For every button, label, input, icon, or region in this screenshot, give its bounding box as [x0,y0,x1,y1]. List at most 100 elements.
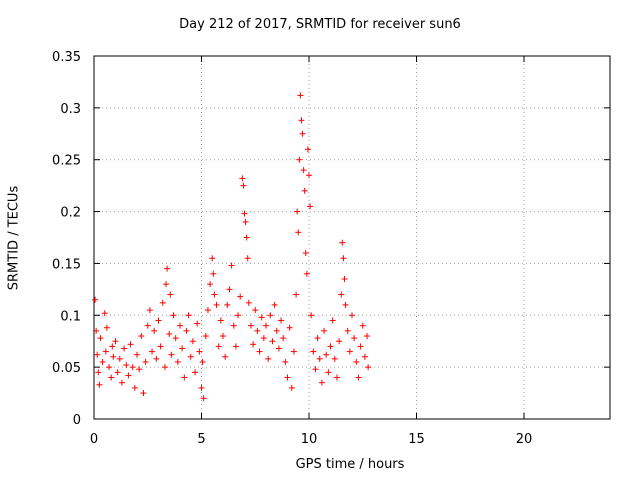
data-point [131,384,138,391]
data-point [215,343,222,350]
data-point [164,265,171,272]
data-point [265,355,272,362]
data-point [294,208,301,215]
data-point [110,353,117,360]
data-point [163,281,170,288]
data-point [207,281,214,288]
x-tick-label: 10 [301,432,318,447]
data-point [226,286,233,293]
data-point [149,348,156,355]
data-point [256,348,263,355]
data-point [185,312,192,319]
data-point [134,351,140,358]
data-point [192,369,199,376]
data-point [168,351,175,358]
data-point [353,358,360,365]
data-point [95,369,102,376]
data-point [318,379,325,386]
data-point [151,327,158,334]
axes [93,55,611,420]
y-tick-label: 0.3 [60,102,81,117]
data-point [252,307,259,314]
data-point [282,358,289,365]
data-point [112,338,119,345]
data-point [273,327,280,334]
data-point [295,229,302,236]
data-point [341,275,348,282]
data-point [220,333,226,340]
data-point [189,338,196,345]
data-point [286,324,293,331]
data-point [351,335,358,342]
data-point [106,364,113,371]
data-point [96,381,103,388]
data-point [157,343,164,350]
data-point [125,372,132,379]
data-point [123,362,130,369]
data-point [300,167,307,174]
data-point [101,310,108,317]
data-point [138,333,145,340]
data-point [297,92,304,99]
data-point [359,322,366,329]
data-point [183,327,190,334]
tick-labels: 0 5 10 15 20 0 0.05 0.1 0.15 0.2 0.25 0.3 0.35 [52,50,532,447]
data-point [260,335,267,342]
data-point [240,182,247,189]
data-point [316,355,323,362]
data-point [344,327,351,334]
data-point [116,355,123,362]
data-point [293,291,300,298]
data-point [340,255,347,262]
x-tick-label: 5 [197,432,205,447]
data-point [339,239,346,246]
data-point [245,299,252,306]
data-point [365,364,372,371]
data-point [217,317,224,324]
data-point [325,369,332,376]
data-point [336,338,343,345]
data-point [308,312,315,319]
data-point [239,175,246,182]
x-tick-label: 0 [90,432,98,447]
data-point [204,307,211,314]
plot-frame [93,55,611,420]
data-point [237,293,244,300]
data-point [167,291,174,298]
data-point [228,262,235,269]
data-point [280,335,287,342]
data-point [235,312,242,319]
grid-lines [94,56,610,419]
data-point [258,314,265,321]
data-point [364,333,371,340]
data-point [213,301,220,308]
data-point [321,327,328,334]
data-point [179,345,186,352]
data-point [174,358,181,365]
data-point [92,296,99,303]
data-point [202,333,209,340]
data-point [170,312,177,319]
data-point [304,146,311,153]
data-point [222,353,229,360]
data-point [210,270,217,277]
data-point [288,384,295,391]
data-point [153,355,160,362]
y-tick-label: 0.2 [60,206,81,221]
data-point [177,322,183,329]
data-point [243,234,250,241]
data-point [301,187,308,194]
data-point [242,218,249,225]
data-point [302,250,309,257]
data-point [290,348,297,355]
data-point [346,348,353,355]
y-tick-label: 0.15 [52,257,81,272]
data-point [93,327,100,334]
data-point [361,353,368,360]
y-tick-label: 0.1 [60,309,81,324]
data-point [232,343,239,350]
data-point [224,301,231,308]
x-axis-label: GPS time / hours [295,457,405,472]
data-point [307,203,314,210]
